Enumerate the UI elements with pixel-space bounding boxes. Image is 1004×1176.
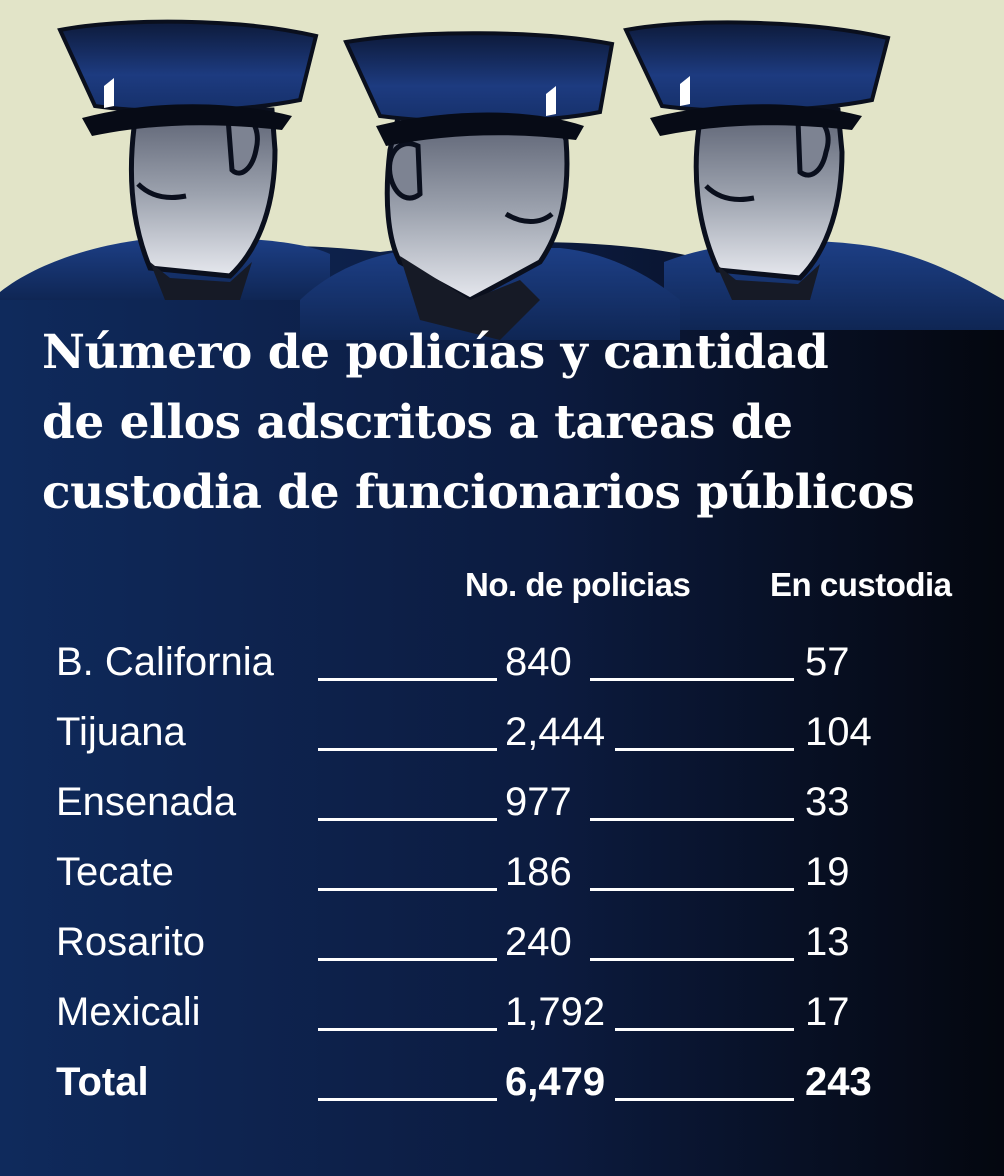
leader-line xyxy=(318,1028,497,1031)
leader-line xyxy=(590,888,794,891)
row-label: Mexicali xyxy=(56,990,201,1034)
leader-line xyxy=(318,678,497,681)
leader-line xyxy=(318,818,497,821)
leader-line xyxy=(318,958,497,961)
row-label: B. California xyxy=(56,640,274,684)
leader-line xyxy=(615,1028,794,1031)
chart-title: Número de policías y cantidad de ellos a… xyxy=(42,318,992,528)
police-officer-right-icon xyxy=(623,20,1004,330)
custody-value: 13 xyxy=(805,920,850,964)
leader-line xyxy=(590,818,794,821)
custody-value: 17 xyxy=(805,990,850,1034)
police-officer-center-icon xyxy=(300,31,680,340)
police-officer-left-icon xyxy=(0,19,330,300)
police-value: 6,479 xyxy=(505,1060,606,1104)
custody-value: 243 xyxy=(805,1060,872,1104)
column-header-police: No. de policias xyxy=(465,566,691,603)
chart-title-line: Número de policías y cantidad xyxy=(42,325,829,380)
custody-value: 19 xyxy=(805,850,850,894)
custody-value: 57 xyxy=(805,640,850,684)
leader-line xyxy=(318,748,497,751)
leader-line xyxy=(615,748,794,751)
police-value: 2,444 xyxy=(505,710,606,754)
custody-value: 33 xyxy=(805,780,850,824)
row-label: Rosarito xyxy=(56,920,205,964)
chart-title-line: de ellos adscritos a tareas de xyxy=(42,395,793,450)
police-value: 186 xyxy=(505,850,572,894)
leader-line xyxy=(590,678,794,681)
police-value: 977 xyxy=(505,780,572,824)
custody-value: 104 xyxy=(805,710,872,754)
leader-line xyxy=(318,1098,497,1101)
police-value: 1,792 xyxy=(505,990,606,1034)
row-label: Ensenada xyxy=(56,780,237,824)
row-label: Total xyxy=(56,1060,149,1104)
police-value: 840 xyxy=(505,640,572,684)
leader-line xyxy=(590,958,794,961)
chart-title-line: custodia de funcionarios públicos xyxy=(42,465,915,520)
leader-line xyxy=(318,888,497,891)
police-value: 240 xyxy=(505,920,572,964)
row-label: Tecate xyxy=(56,850,174,894)
column-header-custody: En custodia xyxy=(770,566,952,603)
row-label: Tijuana xyxy=(56,710,186,754)
leader-line xyxy=(615,1098,794,1101)
